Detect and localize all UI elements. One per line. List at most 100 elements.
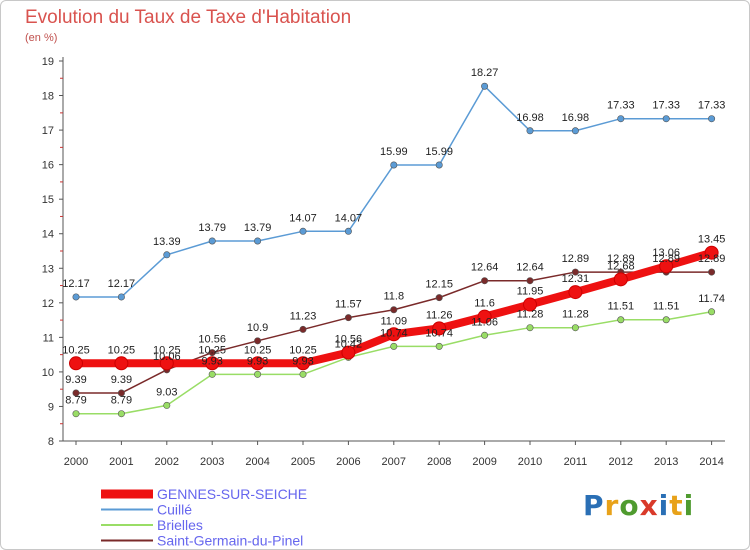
data-label: 13.79 — [198, 222, 226, 234]
data-label: 8.79 — [111, 395, 132, 407]
x-tick-label: 2008 — [427, 456, 451, 468]
data-point — [704, 245, 719, 260]
x-tick-label: 2004 — [245, 456, 269, 468]
data-label: 12.15 — [425, 279, 453, 291]
x-tick-label: 2006 — [336, 456, 360, 468]
data-label: 10.42 — [335, 338, 363, 350]
data-point — [390, 342, 398, 350]
data-point — [254, 337, 262, 345]
data-label: 9.39 — [111, 374, 132, 386]
data-label: 11.95 — [517, 286, 544, 298]
data-label: 11.28 — [517, 309, 544, 321]
legend-label: Brielles — [157, 517, 203, 533]
data-point — [117, 293, 125, 301]
data-point — [435, 161, 443, 169]
data-label: 10.06 — [153, 351, 181, 363]
data-point — [708, 308, 716, 316]
data-label: 10.74 — [380, 327, 408, 339]
data-point — [481, 277, 489, 285]
legend-label: Saint-Germain-du-Pinel — [157, 533, 303, 549]
data-label: 10.25 — [289, 344, 317, 356]
data-point — [662, 316, 670, 324]
data-point — [662, 115, 670, 123]
data-label: 10.25 — [198, 344, 226, 356]
data-point — [72, 293, 80, 301]
y-tick-label: 16 — [42, 160, 54, 172]
data-point — [526, 277, 534, 285]
data-point — [299, 227, 307, 235]
data-label: 14.07 — [289, 212, 317, 224]
data-label: 12.17 — [108, 278, 136, 290]
data-label: 13.06 — [652, 247, 680, 259]
x-tick-label: 2012 — [609, 456, 633, 468]
data-point — [571, 268, 579, 276]
data-label: 11.74 — [698, 293, 725, 305]
data-point — [254, 237, 262, 245]
data-point — [296, 356, 310, 371]
data-point — [299, 370, 307, 378]
y-tick-label: 10 — [42, 367, 54, 379]
data-label: 10.25 — [244, 344, 272, 356]
data-label: 13.45 — [698, 234, 726, 246]
y-tick-label: 15 — [42, 194, 54, 206]
data-point — [568, 285, 583, 300]
data-label: 12.17 — [62, 278, 90, 290]
y-tick-label: 11 — [43, 332, 54, 344]
data-label: 17.33 — [652, 100, 680, 112]
x-tick-label: 2005 — [291, 456, 315, 468]
y-tick-label: 12 — [42, 298, 54, 310]
data-point — [208, 349, 216, 357]
y-tick-label: 13 — [42, 263, 54, 275]
y-tick-label: 19 — [42, 56, 54, 68]
x-tick-label: 2002 — [155, 456, 179, 468]
data-point — [117, 410, 125, 418]
data-label: 12.89 — [698, 253, 726, 265]
x-tick-label: 2000 — [64, 456, 88, 468]
data-point — [163, 401, 171, 409]
data-label: 15.99 — [380, 146, 408, 158]
data-label: 10.25 — [108, 344, 136, 356]
data-point — [254, 370, 262, 378]
data-point — [526, 127, 534, 135]
data-point — [208, 237, 216, 245]
data-point — [617, 115, 625, 123]
data-label: 13.79 — [244, 222, 272, 234]
data-label: 8.79 — [65, 395, 86, 407]
data-point — [250, 356, 265, 371]
data-point — [344, 227, 352, 235]
data-label: 11.09 — [380, 315, 407, 327]
data-label: 16.98 — [562, 112, 590, 124]
data-label: 11.51 — [653, 301, 680, 313]
data-point — [208, 370, 216, 378]
x-tick-label: 2010 — [518, 456, 542, 468]
data-label: 16.98 — [516, 112, 544, 124]
data-label: 12.68 — [607, 260, 635, 272]
data-point — [299, 325, 307, 333]
data-point — [159, 356, 174, 371]
data-label: 12.64 — [471, 262, 499, 274]
data-point — [341, 345, 356, 360]
data-label: 11.23 — [290, 310, 317, 322]
x-tick-label: 2013 — [654, 456, 678, 468]
x-tick-label: 2014 — [699, 456, 723, 468]
x-tick-label: 2007 — [382, 456, 406, 468]
data-label: 10.74 — [425, 327, 453, 339]
data-point — [344, 314, 352, 322]
data-label: 10.56 — [335, 334, 363, 346]
data-label: 17.33 — [607, 100, 635, 112]
data-point — [72, 410, 80, 418]
data-label: 11.28 — [562, 309, 589, 321]
data-point — [163, 251, 171, 259]
data-point — [114, 356, 129, 371]
data-point — [526, 324, 534, 332]
y-tick-label: 8 — [48, 436, 54, 448]
data-point — [72, 389, 80, 397]
data-label: 12.89 — [652, 253, 680, 265]
data-label: 10.25 — [62, 344, 90, 356]
data-label: 18.27 — [471, 67, 499, 79]
y-tick-label: 14 — [42, 229, 54, 241]
data-point — [435, 342, 443, 350]
chart-subtitle: (en %) — [25, 32, 58, 44]
data-label: 14.07 — [335, 212, 363, 224]
